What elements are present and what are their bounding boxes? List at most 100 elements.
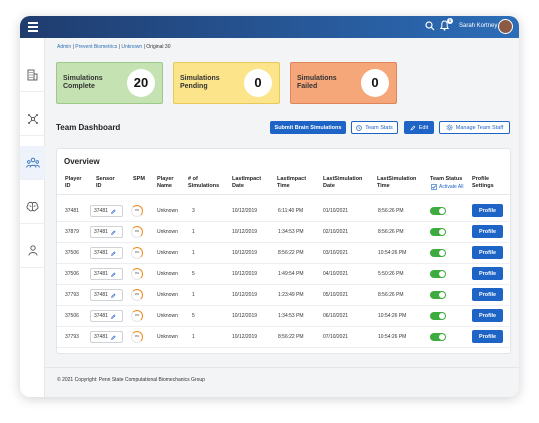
edit-button[interactable]: Edit xyxy=(404,121,434,134)
simulations-count-cell: 5 xyxy=(192,271,195,277)
manage-team-staff-button[interactable]: Manage Team Staff xyxy=(439,121,510,134)
pencil-icon[interactable] xyxy=(111,292,116,298)
column-header-last-impact-date[interactable]: LastImpact Date xyxy=(232,176,262,189)
sensor-id-value: 37481 xyxy=(94,313,108,319)
pencil-icon[interactable] xyxy=(111,250,116,256)
edit-label: Edit xyxy=(418,124,429,131)
table-row: 37506 37481 0% Unknown 1 10/12/2019 8:56:22 PM… xyxy=(57,243,512,264)
pencil-icon[interactable] xyxy=(111,229,116,235)
last-simulation-time-cell: 5:50:26 PM xyxy=(378,271,404,277)
profile-button[interactable]: Profile xyxy=(472,330,503,343)
breadcrumb: Admin | Prevent Biometrics | Unknown | O… xyxy=(57,44,170,50)
team-status-toggle[interactable] xyxy=(430,270,446,278)
submit-brain-simulations-button[interactable]: Submit Brain Simulations xyxy=(270,121,346,134)
user-name[interactable]: Sarah Kortney xyxy=(459,23,498,29)
team-status-toggle[interactable] xyxy=(430,312,446,320)
profile-button[interactable]: Profile xyxy=(472,309,503,322)
column-header-spm[interactable]: SPM xyxy=(133,176,145,182)
table-row: 37879 37481 0% Unknown 1 10/12/2019 1:34:53 PM… xyxy=(57,222,512,243)
last-impact-time-cell: 1:34:53 PM xyxy=(278,313,304,319)
simulations-count-cell: 1 xyxy=(192,334,195,340)
last-impact-date-cell: 10/12/2019 xyxy=(232,250,258,256)
table-row: 37793 37481 0% Unknown 1 10/12/2019 8:56:22 PM… xyxy=(57,327,512,348)
breadcrumb-separator: | xyxy=(143,44,145,50)
clock-icon xyxy=(356,124,362,131)
sidebar-item-network[interactable] xyxy=(20,102,45,136)
brain-icon xyxy=(26,201,39,211)
sensor-id-field[interactable]: 37481 xyxy=(90,247,123,259)
column-header-last-impact-time[interactable]: LastImpact Time xyxy=(277,176,307,189)
overview-panel: Overview Player ID Sensor ID SPM Player Nam… xyxy=(56,148,512,354)
pencil-icon[interactable] xyxy=(111,313,116,319)
team-status-toggle[interactable] xyxy=(430,228,446,236)
pencil-icon[interactable] xyxy=(111,334,116,340)
player-name-cell: Unknown xyxy=(157,334,178,340)
breadcrumb-team[interactable]: Unknown xyxy=(121,44,143,50)
profile-button[interactable]: Profile xyxy=(472,246,503,259)
sensor-id-field[interactable]: 37481 xyxy=(90,331,123,343)
avatar[interactable] xyxy=(498,19,513,34)
column-header-simulations[interactable]: # of Simulations xyxy=(188,176,220,189)
breadcrumb-current: Original 30 xyxy=(146,44,171,50)
last-impact-date-cell: 10/12/2019 xyxy=(232,313,258,319)
search-icon[interactable] xyxy=(425,21,435,31)
player-id-cell: 37481 xyxy=(65,208,79,214)
profile-button[interactable]: Profile xyxy=(472,267,503,280)
last-impact-time-cell: 1:49:54 PM xyxy=(278,271,304,277)
building-icon xyxy=(27,69,38,80)
player-name-cell: Unknown xyxy=(157,250,178,256)
simulations-count-cell: 5 xyxy=(192,313,195,319)
spm-progress-ring: 0% xyxy=(131,310,143,322)
activate-all-checkbox[interactable]: Activate All xyxy=(431,184,463,190)
bell-icon[interactable] xyxy=(440,20,449,31)
sensor-id-field[interactable]: 37481 xyxy=(90,205,123,217)
simulations-complete-card: Simulations Complete 20 xyxy=(56,62,163,104)
team-icon xyxy=(25,157,40,168)
last-impact-date-cell: 10/12/2019 xyxy=(232,208,258,214)
team-stats-label: Team Stats xyxy=(365,124,393,131)
profile-button[interactable]: Profile xyxy=(472,204,503,217)
sensor-id-field[interactable]: 37481 xyxy=(90,226,123,238)
table-row: 37793 37481 0% Unknown 1 10/12/2019 1:23:49 PM… xyxy=(57,285,512,306)
user-icon xyxy=(28,245,37,256)
column-header-last-simulation-time[interactable]: LastSimulation Time xyxy=(377,176,417,189)
player-name-cell: Unknown xyxy=(157,271,178,277)
footer-copyright: © 2021 Copyright: Penn State Computation… xyxy=(57,377,205,383)
team-status-toggle[interactable] xyxy=(430,249,446,257)
pencil-icon[interactable] xyxy=(111,271,116,277)
last-simulation-date-cell: 04/10/2021 xyxy=(323,271,349,277)
column-header-last-simulation-date[interactable]: LastSimulation Date xyxy=(323,176,363,189)
team-status-toggle[interactable] xyxy=(430,333,446,341)
profile-button[interactable]: Profile xyxy=(472,288,503,301)
hamburger-menu-icon[interactable] xyxy=(28,22,38,32)
sensor-id-field[interactable]: 37481 xyxy=(90,310,123,322)
column-header-player-name[interactable]: Player Name xyxy=(157,176,174,189)
breadcrumb-organization[interactable]: Prevent Biometrics xyxy=(75,44,118,50)
team-stats-button[interactable]: Team Stats xyxy=(351,121,398,134)
column-header-player-id[interactable]: Player ID xyxy=(65,176,82,189)
sidebar-item-profile[interactable] xyxy=(20,234,45,268)
table-row: 37506 37481 0% Unknown 5 10/12/2019 1:49:54 PM… xyxy=(57,264,512,285)
top-bar: 5 Sarah Kortney xyxy=(20,16,519,38)
sidebar-item-organization[interactable] xyxy=(20,58,45,92)
team-status-toggle[interactable] xyxy=(430,291,446,299)
sidebar-item-teams[interactable] xyxy=(20,146,45,180)
breadcrumb-admin[interactable]: Admin xyxy=(57,44,72,50)
card-value: 0 xyxy=(244,69,272,97)
column-header-sensor-id[interactable]: Sensor ID xyxy=(96,176,115,189)
team-status-toggle[interactable] xyxy=(430,207,446,215)
card-label: Simulations Pending xyxy=(180,75,220,90)
last-simulation-date-cell: 05/10/2021 xyxy=(323,292,349,298)
column-header-profile-settings[interactable]: Profile Settings xyxy=(472,176,494,189)
spm-progress-ring: 0% xyxy=(131,247,143,259)
player-name-cell: Unknown xyxy=(157,229,178,235)
column-header-team-status[interactable]: Team Status xyxy=(430,176,463,182)
breadcrumb-separator: | xyxy=(72,44,74,50)
sensor-id-field[interactable]: 37481 xyxy=(90,268,123,280)
sensor-id-field[interactable]: 37481 xyxy=(90,289,123,301)
card-label: Simulations Complete xyxy=(63,75,103,90)
sensor-id-value: 37481 xyxy=(94,208,108,214)
profile-button[interactable]: Profile xyxy=(472,225,503,238)
sidebar-item-brain[interactable] xyxy=(20,190,45,224)
pencil-icon[interactable] xyxy=(111,208,116,214)
